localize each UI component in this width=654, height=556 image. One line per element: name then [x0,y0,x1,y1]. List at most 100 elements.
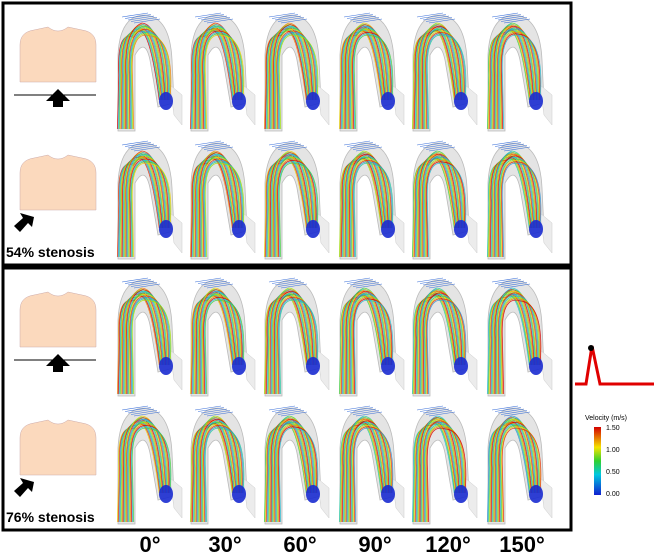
inlet-streamline [280,411,308,417]
inlet-streamline [268,12,296,18]
streamline [116,159,160,258]
streamline [273,289,314,395]
streamline [276,295,316,395]
streamline [421,417,462,523]
vessel-branch [242,349,256,391]
inlet-streamline [274,15,302,21]
inlet-streamline [494,407,522,412]
inlet-streamline [127,143,155,149]
inlet-streamline [349,280,377,286]
streamline [353,426,393,523]
streamline [425,297,465,395]
valve-jet [159,92,173,110]
streamline [422,153,462,258]
streamline [116,296,160,395]
streamline [264,423,308,523]
streamline [201,156,241,258]
streamline [349,292,390,395]
valve-jet [454,220,468,238]
inlet-streamline [419,14,447,19]
streamline [496,289,537,395]
streamline [278,426,318,523]
inlet-streamline [349,143,377,149]
flow-image [486,12,553,132]
flow-image [189,12,256,132]
streamline [204,299,245,395]
streamline [201,293,241,395]
inlet-streamline [124,14,152,19]
streamline [419,289,460,395]
streamline [127,418,167,523]
streamline [197,289,238,395]
streamline [496,417,537,523]
valve-jet [529,357,543,375]
streamline [189,159,233,258]
streamline [353,427,394,523]
streamline [268,292,310,395]
inlet-streamline [197,279,225,284]
streamline [190,423,234,523]
inlet-streamline [194,12,222,18]
streamline [498,293,538,395]
view-arrow [46,354,70,372]
streamline [425,160,465,258]
streamline [200,290,240,395]
streamline [125,150,166,257]
streamline [278,427,319,523]
inlet-streamline [274,408,302,414]
streamline [273,24,314,130]
streamline [413,157,456,258]
streamline [343,420,385,523]
streamline [351,295,391,395]
streamline [497,420,538,523]
torso [19,419,97,476]
vessel-branch [539,349,553,391]
valve-jet [454,485,468,503]
inlet-streamline [197,142,225,147]
streamline [272,150,313,257]
streamline [422,27,463,130]
inlet-streamline [271,407,299,412]
streamline [131,427,172,523]
streamline [352,32,392,130]
streamline [346,289,387,395]
flow-image [411,277,478,397]
streamline [190,158,234,258]
streamline [487,158,531,258]
streamline [125,415,166,522]
streamline [275,28,315,130]
streamline [419,417,460,523]
inlet-streamline [277,17,305,22]
vessel-branch [539,477,553,519]
streamline [351,158,391,258]
inlet-streamline [343,405,371,411]
valve-jet [381,92,395,110]
streamline [495,287,536,394]
streamline [499,158,539,258]
streamline [278,161,318,258]
streamline [339,30,383,130]
torso-icon [14,26,97,107]
streamline [497,27,538,130]
streamline [263,424,307,523]
inlet-streamline [200,143,228,149]
view-arrow [14,478,34,497]
flow-image [411,405,478,525]
streamline [204,33,244,130]
streamline [412,158,456,258]
valve-jet [381,485,395,503]
streamline [203,32,243,130]
streamline [487,30,531,130]
streamline [201,421,241,523]
streamline [346,417,387,523]
streamline [276,30,316,130]
streamline [191,294,234,395]
streamline [495,22,536,129]
streamline [347,22,388,129]
streamline [494,24,535,130]
streamline [274,418,314,523]
streamline [422,25,462,130]
streamline [353,34,394,130]
inlet-streamline [124,142,152,147]
flow-image [116,277,183,397]
